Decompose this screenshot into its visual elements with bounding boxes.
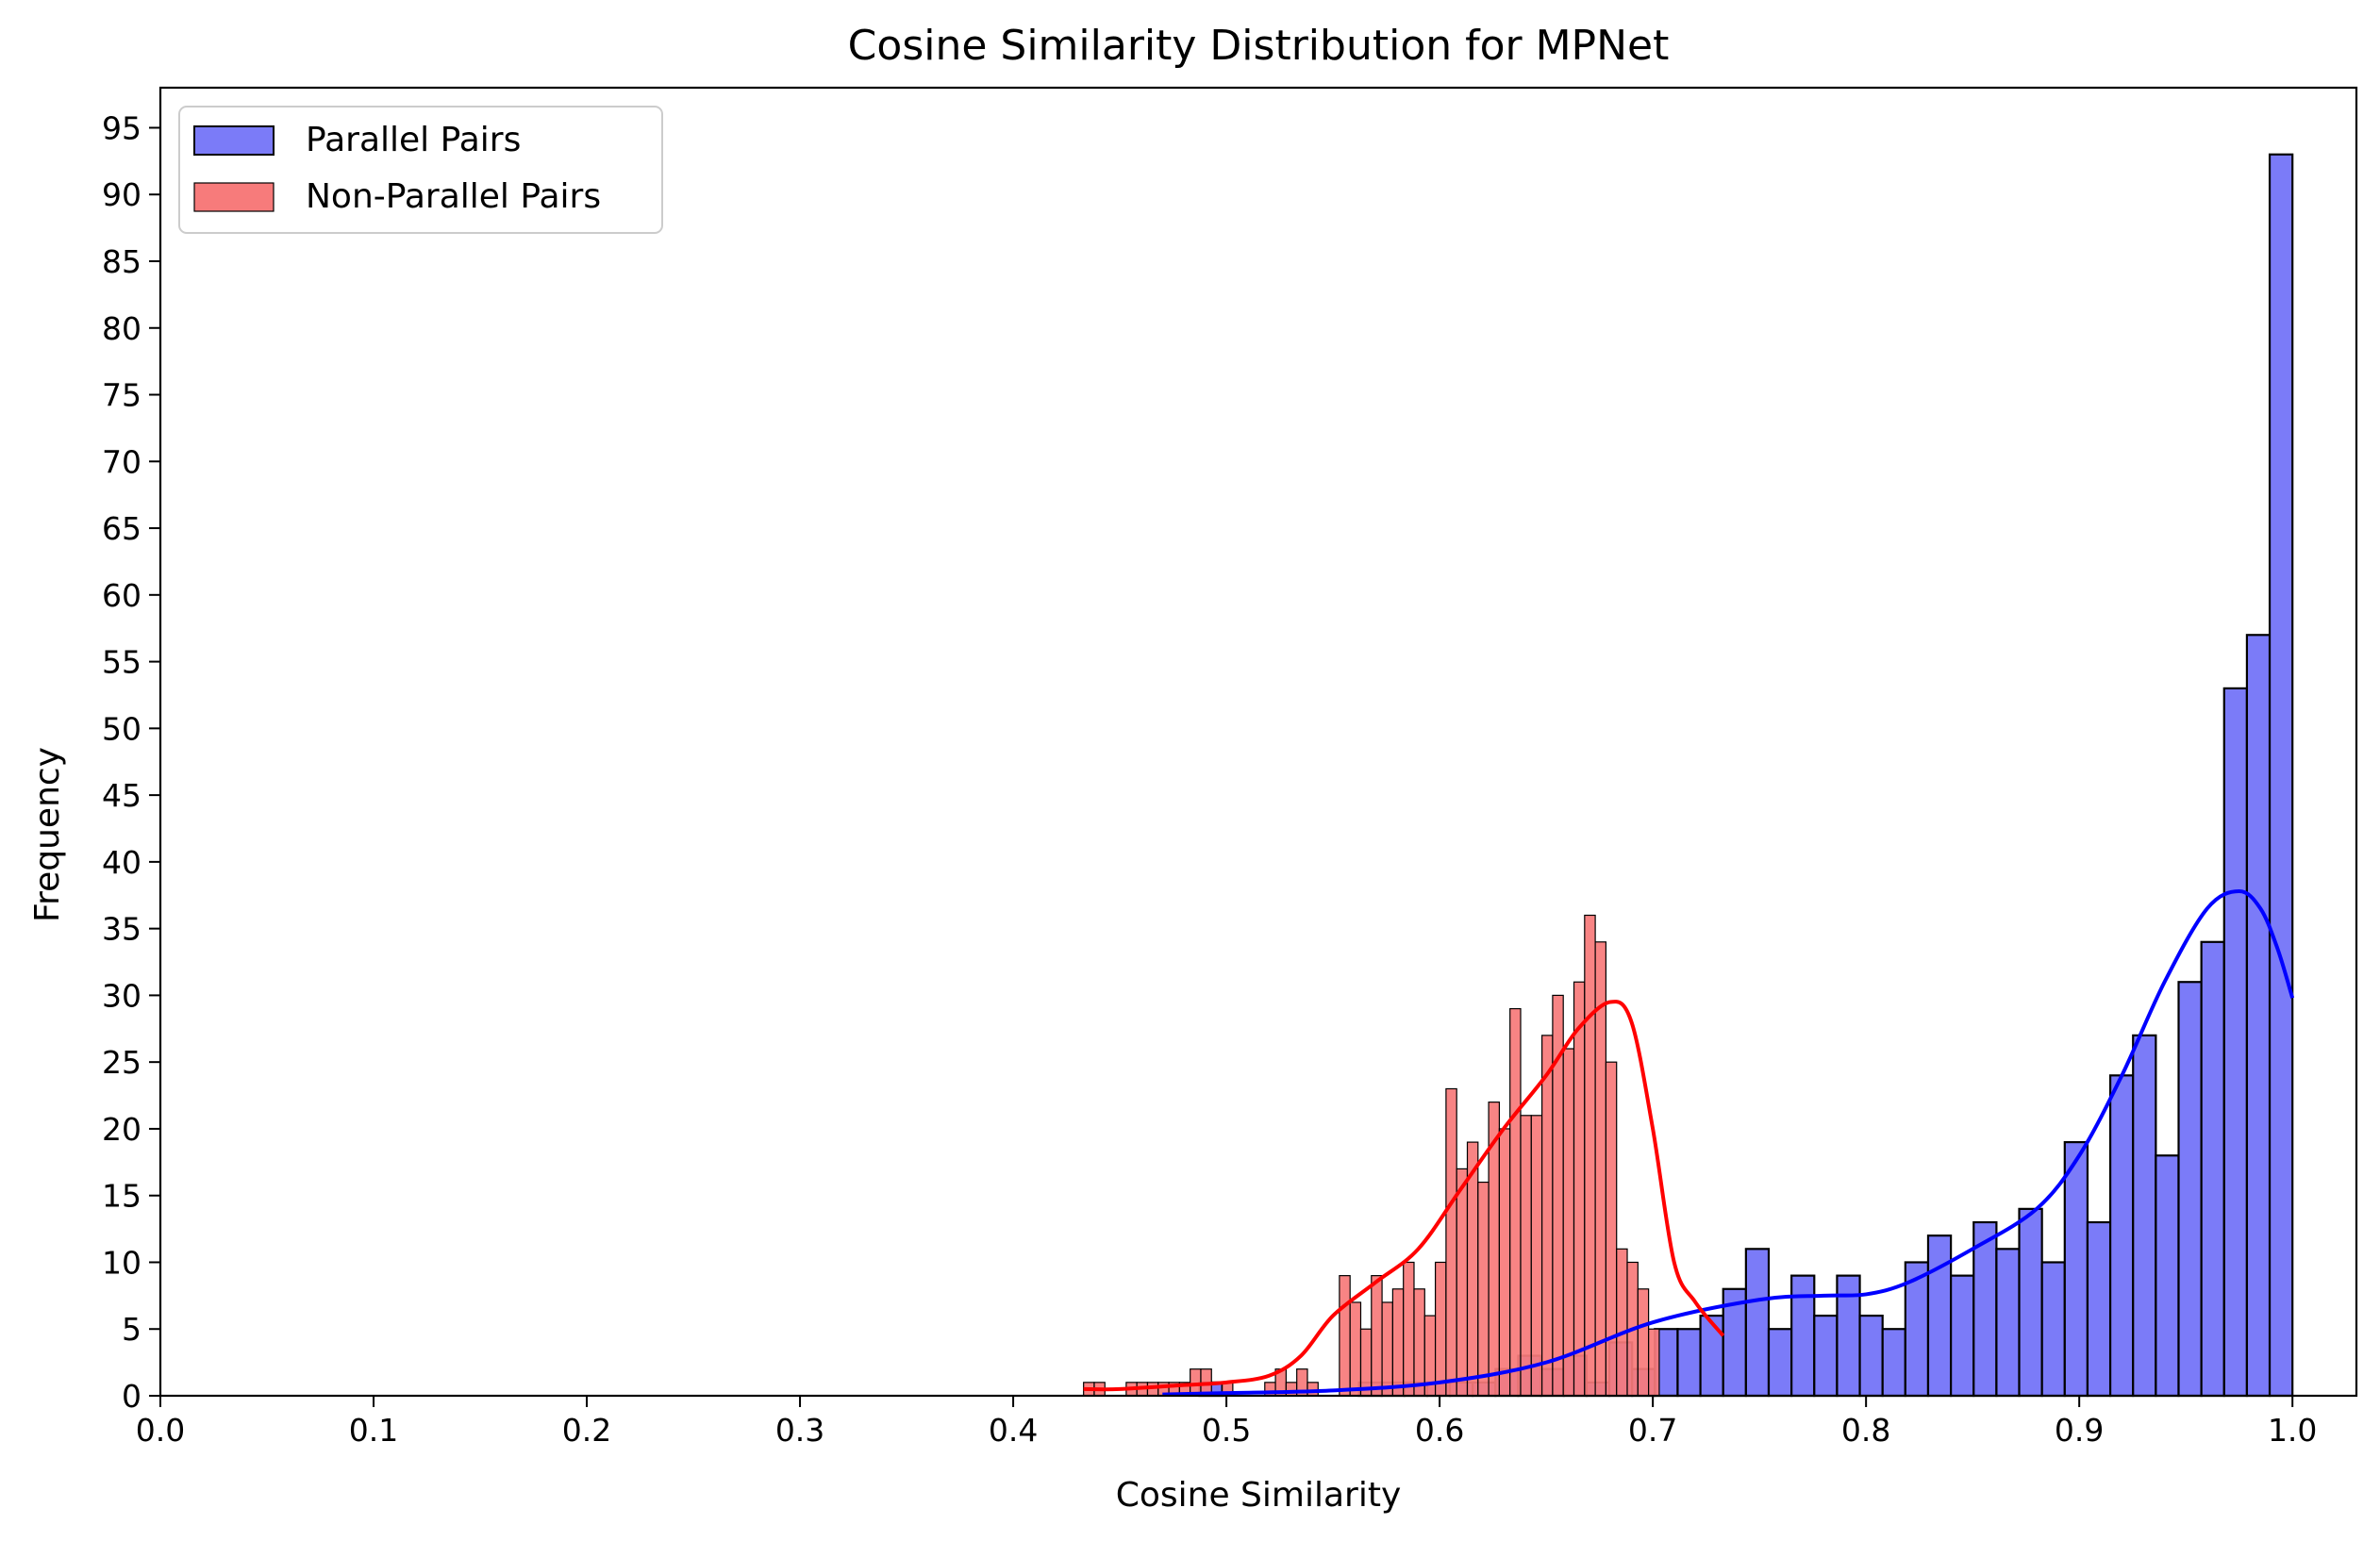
bar-non-parallel xyxy=(1562,1048,1575,1397)
bar-parallel xyxy=(1881,1328,1906,1398)
y-tick-label: 65 xyxy=(102,510,141,547)
legend-label-non-parallel: Non-Parallel Pairs xyxy=(306,177,601,216)
y-tick-label: 90 xyxy=(102,176,141,213)
bar-parallel xyxy=(1699,1314,1724,1398)
x-tick-label: 0.3 xyxy=(775,1412,824,1449)
y-tick-label: 45 xyxy=(102,777,141,814)
bar-parallel xyxy=(1926,1234,1953,1398)
bar-parallel xyxy=(1744,1248,1771,1398)
y-tick-label: 55 xyxy=(102,644,141,681)
bar-non-parallel xyxy=(1339,1275,1351,1397)
kde-layer xyxy=(1083,889,2295,1397)
bar-parallel xyxy=(2200,940,2225,1398)
bar-parallel xyxy=(2268,153,2294,1398)
y-tick-label: 95 xyxy=(102,109,141,146)
bar-parallel xyxy=(1767,1328,1793,1398)
bar-non-parallel xyxy=(1584,914,1596,1397)
y-tick-label: 60 xyxy=(102,577,141,614)
bar-non-parallel xyxy=(1605,1061,1618,1397)
bar-non-parallel xyxy=(1359,1328,1373,1397)
bar-non-parallel xyxy=(1616,1248,1628,1397)
y-tick-label: 10 xyxy=(102,1244,141,1281)
y-tick-label: 0 xyxy=(122,1378,141,1415)
y-tick-label: 50 xyxy=(102,710,141,747)
x-tick-label: 0.7 xyxy=(1628,1412,1677,1449)
bar-parallel xyxy=(1813,1314,1839,1398)
legend: Parallel Pairs Non-Parallel Pairs xyxy=(178,106,663,234)
bar-parallel xyxy=(2018,1207,2043,1398)
bar-parallel xyxy=(2063,1140,2089,1398)
bar-parallel xyxy=(2040,1261,2066,1398)
bar-parallel xyxy=(1790,1274,1816,1398)
chart-title: Cosine Similarity Distribution for MPNet xyxy=(848,22,1670,70)
y-tick-label: 30 xyxy=(102,977,141,1014)
bar-non-parallel xyxy=(1307,1382,1319,1397)
bar-non-parallel xyxy=(1477,1181,1490,1397)
bar-non-parallel xyxy=(1445,1087,1457,1397)
legend-swatch-non-parallel xyxy=(193,182,275,212)
y-tick-label: 85 xyxy=(102,243,141,280)
bar-non-parallel xyxy=(1434,1261,1447,1397)
bar-parallel xyxy=(1676,1328,1702,1398)
bar-parallel xyxy=(2222,687,2249,1398)
bar-parallel xyxy=(1950,1274,1975,1398)
bar-non-parallel xyxy=(1371,1275,1383,1397)
bar-non-parallel xyxy=(1541,1035,1554,1397)
x-axis: 0.0 0.1 0.2 0.3 0.4 0.5 0.6 0.7 0.8 0.9 1.0 xyxy=(136,1396,2317,1449)
kde-line-parallel xyxy=(1162,889,2295,1397)
bar-non-parallel xyxy=(1381,1301,1393,1397)
y-tick-label: 35 xyxy=(102,911,141,948)
y-tick-label: 75 xyxy=(102,377,141,414)
kde-line-non-parallel xyxy=(1083,1000,1725,1392)
x-axis-label: Cosine Similarity xyxy=(1116,1476,1402,1515)
bar-non-parallel xyxy=(1391,1288,1405,1397)
bar-non-parallel xyxy=(1403,1261,1415,1397)
y-tick-label: 40 xyxy=(102,844,141,881)
bar-non-parallel xyxy=(1573,981,1586,1397)
bar-parallel xyxy=(2086,1220,2112,1398)
bar-non-parallel xyxy=(1648,1328,1660,1397)
y-tick-label: 15 xyxy=(102,1178,141,1215)
bar-non-parallel xyxy=(1509,1007,1522,1397)
y-tick-label: 80 xyxy=(102,310,141,347)
x-tick-label: 0.9 xyxy=(2055,1412,2104,1449)
bar-parallel xyxy=(2132,1034,2157,1398)
x-tick-label: 0.8 xyxy=(1841,1412,1890,1449)
bar-non-parallel xyxy=(1520,1115,1532,1397)
bar-parallel xyxy=(1858,1314,1884,1398)
x-tick-label: 0.6 xyxy=(1415,1412,1464,1449)
x-tick-label: 0.2 xyxy=(562,1412,611,1449)
y-tick-label: 5 xyxy=(122,1311,141,1348)
y-tick-label: 70 xyxy=(102,443,141,480)
plot-frame xyxy=(158,86,2358,1398)
bar-parallel xyxy=(2155,1154,2180,1398)
legend-swatch-parallel xyxy=(193,125,275,156)
bar-non-parallel xyxy=(1413,1288,1425,1397)
bar-parallel xyxy=(2177,981,2203,1398)
x-tick-label: 0.4 xyxy=(989,1412,1038,1449)
y-tick-label: 25 xyxy=(102,1044,141,1081)
legend-box xyxy=(178,106,663,234)
x-tick-label: 0.5 xyxy=(1202,1412,1251,1449)
y-tick-label: 20 xyxy=(102,1111,141,1148)
bar-non-parallel xyxy=(1349,1301,1362,1397)
bar-non-parallel xyxy=(1530,1115,1543,1397)
y-axis-label: Frequency xyxy=(28,747,67,922)
bar-parallel xyxy=(2245,634,2272,1398)
bar-non-parallel xyxy=(1456,1168,1469,1397)
y-axis: 0 5 10 15 20 25 30 35 40 45 50 55 60 65 70 75 80 85 90 95 xyxy=(102,109,160,1415)
x-tick-label: 1.0 xyxy=(2268,1412,2317,1449)
legend-label-parallel: Parallel Pairs xyxy=(306,121,521,159)
bar-parallel xyxy=(2108,1074,2135,1398)
x-tick-label: 0.0 xyxy=(136,1412,185,1449)
bar-parallel xyxy=(1995,1248,2021,1398)
bar-non-parallel xyxy=(1637,1288,1650,1397)
x-tick-label: 0.1 xyxy=(349,1412,398,1449)
bar-non-parallel xyxy=(1498,1128,1511,1397)
